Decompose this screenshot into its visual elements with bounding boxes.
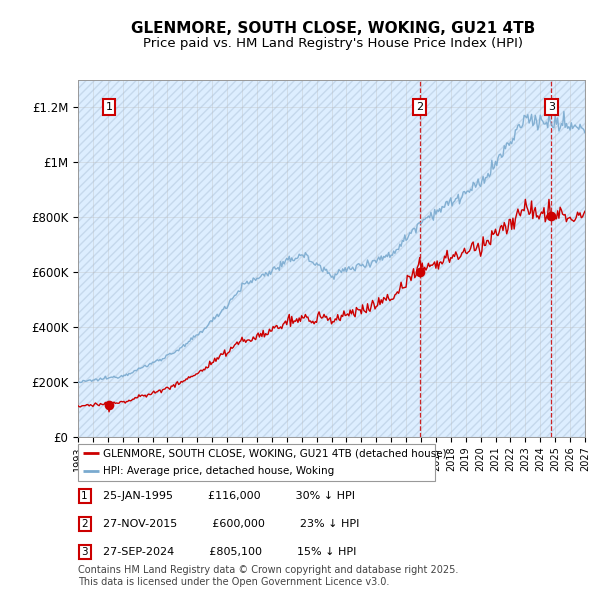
Text: 3: 3 xyxy=(81,548,88,557)
Text: Price paid vs. HM Land Registry's House Price Index (HPI): Price paid vs. HM Land Registry's House … xyxy=(143,37,523,50)
Text: 27-NOV-2015          £600,000          23% ↓ HPI: 27-NOV-2015 £600,000 23% ↓ HPI xyxy=(96,519,359,529)
Text: GLENMORE, SOUTH CLOSE, WOKING, GU21 4TB (detached house): GLENMORE, SOUTH CLOSE, WOKING, GU21 4TB … xyxy=(103,448,446,458)
Text: 27-SEP-2024          £805,100          15% ↓ HPI: 27-SEP-2024 £805,100 15% ↓ HPI xyxy=(96,548,356,557)
Text: 2: 2 xyxy=(81,519,88,529)
Text: HPI: Average price, detached house, Woking: HPI: Average price, detached house, Woki… xyxy=(103,466,334,476)
Text: 1: 1 xyxy=(106,102,112,112)
Text: 2: 2 xyxy=(416,102,423,112)
Text: GLENMORE, SOUTH CLOSE, WOKING, GU21 4TB: GLENMORE, SOUTH CLOSE, WOKING, GU21 4TB xyxy=(131,21,535,35)
Text: 25-JAN-1995          £116,000          30% ↓ HPI: 25-JAN-1995 £116,000 30% ↓ HPI xyxy=(96,491,355,500)
Text: 1: 1 xyxy=(81,491,88,500)
Text: 3: 3 xyxy=(548,102,555,112)
Text: Contains HM Land Registry data © Crown copyright and database right 2025.
This d: Contains HM Land Registry data © Crown c… xyxy=(78,565,458,587)
